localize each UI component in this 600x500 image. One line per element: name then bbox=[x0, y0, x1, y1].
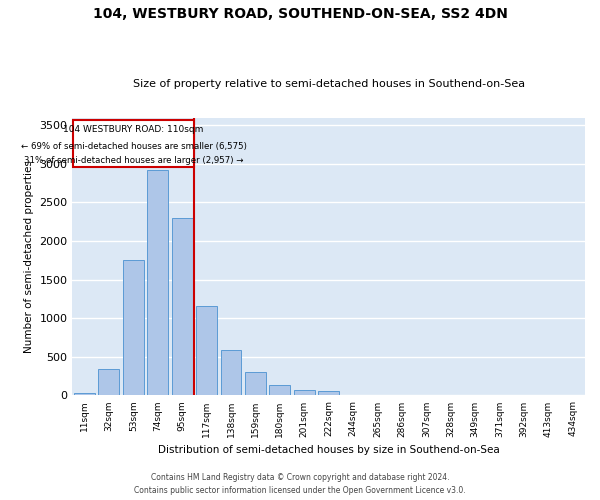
Y-axis label: Number of semi-detached properties: Number of semi-detached properties bbox=[24, 160, 34, 353]
Text: 104 WESTBURY ROAD: 110sqm: 104 WESTBURY ROAD: 110sqm bbox=[64, 126, 204, 134]
Text: 104, WESTBURY ROAD, SOUTHEND-ON-SEA, SS2 4DN: 104, WESTBURY ROAD, SOUTHEND-ON-SEA, SS2… bbox=[92, 8, 508, 22]
Bar bbox=[245, 372, 266, 396]
Text: Contains HM Land Registry data © Crown copyright and database right 2024.
Contai: Contains HM Land Registry data © Crown c… bbox=[134, 474, 466, 495]
Text: 31% of semi-detached houses are larger (2,957) →: 31% of semi-detached houses are larger (… bbox=[24, 156, 244, 164]
Bar bbox=[148, 170, 168, 396]
Title: Size of property relative to semi-detached houses in Southend-on-Sea: Size of property relative to semi-detach… bbox=[133, 79, 524, 89]
Bar bbox=[73, 120, 194, 167]
Bar bbox=[172, 218, 193, 396]
Bar bbox=[269, 386, 290, 396]
Bar bbox=[74, 393, 95, 396]
Bar bbox=[196, 306, 217, 396]
Bar bbox=[123, 260, 143, 396]
Text: ← 69% of semi-detached houses are smaller (6,575): ← 69% of semi-detached houses are smalle… bbox=[21, 142, 247, 152]
Bar bbox=[318, 391, 339, 396]
Bar bbox=[98, 369, 119, 396]
Bar bbox=[221, 350, 241, 396]
Bar bbox=[294, 390, 314, 396]
X-axis label: Distribution of semi-detached houses by size in Southend-on-Sea: Distribution of semi-detached houses by … bbox=[158, 445, 499, 455]
